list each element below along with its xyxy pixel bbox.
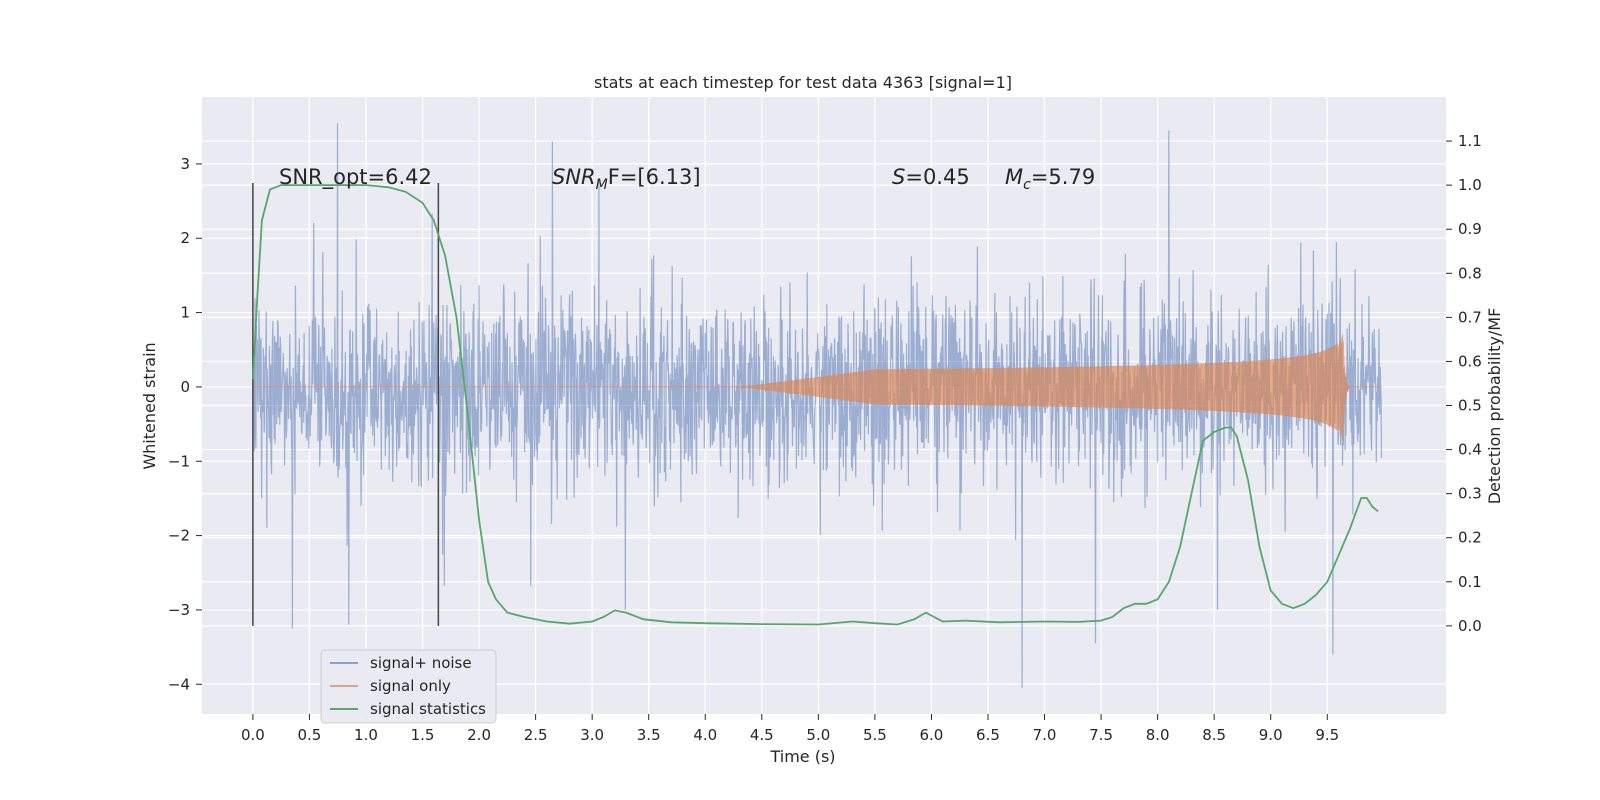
y-tick-label: −3	[168, 601, 190, 619]
y2-tick-label: 0.0	[1458, 617, 1482, 635]
x-tick-label: 2.5	[524, 726, 548, 744]
y-tick-label: 1	[180, 304, 190, 322]
x-tick-label: 6.5	[976, 726, 1000, 744]
y2-tick-label: 1.1	[1458, 132, 1482, 150]
annotation-snr-opt: SNR_opt=6.42	[279, 165, 432, 190]
legend: signal+ noise signal only signal statist…	[320, 649, 497, 724]
annotation-s: S=0.45	[892, 165, 970, 189]
signal-only-series	[252, 334, 1382, 441]
y2-tick-label: 0.6	[1458, 352, 1482, 370]
legend-box	[320, 649, 497, 724]
y2-axis-label: Detection probability/MF	[1485, 308, 1504, 505]
y-tick-label: 2	[180, 229, 190, 247]
annotation-mc: Mc=5.79	[1005, 165, 1095, 193]
segment-markers	[252, 182, 440, 626]
y2-tick-label: 0.9	[1458, 220, 1482, 238]
signal-only-line	[252, 334, 1382, 441]
x-tick-label: 8.5	[1202, 726, 1226, 744]
x-tick-label: 9.0	[1259, 726, 1283, 744]
x-tick-label: 5.5	[863, 726, 887, 744]
y2-tick-label: 0.3	[1458, 485, 1482, 503]
x-axis: 0.0 0.5 1.0 1.5 2.0 2.5 3.0 3.5 4.0 4.5 5.0 5.5 6.0 6…	[241, 714, 1339, 744]
legend-label-signal-statistics: signal statistics	[370, 700, 486, 718]
y2-tick-label: 0.1	[1458, 573, 1482, 591]
legend-label-signal-only: signal only	[370, 677, 451, 695]
x-tick-label: 1.5	[411, 726, 435, 744]
x-tick-label: 8.0	[1146, 726, 1170, 744]
x-tick-label: 5.0	[806, 726, 830, 744]
y2-tick-label: 1.0	[1458, 176, 1482, 194]
x-tick-label: 3.5	[637, 726, 661, 744]
x-tick-label: 7.0	[1033, 726, 1057, 744]
y-tick-label: −4	[168, 675, 190, 693]
annotation-snr-mf: SNRMF=[6.13]	[552, 165, 701, 193]
y2-tick-label: 0.2	[1458, 529, 1482, 547]
y-tick-label: 3	[180, 155, 190, 173]
y2-tick-label: 0.4	[1458, 441, 1482, 459]
x-tick-label: 0.0	[241, 726, 265, 744]
signal-statistics-series	[252, 184, 1379, 626]
x-tick-label: 4.5	[750, 726, 774, 744]
y-axis-left: 3 2 1 0 −1 −2 −3 −4	[168, 155, 202, 693]
x-tick-label: 0.5	[298, 726, 322, 744]
x-tick-label: 2.0	[467, 726, 491, 744]
x-tick-label: 3.0	[580, 726, 604, 744]
x-tick-label: 7.5	[1089, 726, 1113, 744]
x-tick-label: 6.0	[920, 726, 944, 744]
y-tick-label: −1	[168, 452, 190, 470]
signal-statistics-line	[252, 184, 1379, 626]
x-axis-label: Time (s)	[769, 747, 835, 766]
y-tick-label: 0	[180, 378, 190, 396]
y-tick-label: −2	[168, 527, 190, 545]
legend-label-signal-noise: signal+ noise	[370, 654, 472, 672]
chart-title: stats at each timestep for test data 436…	[594, 73, 1012, 92]
x-tick-label: 9.5	[1315, 726, 1339, 744]
y-axis-right: 1.1 1.0 0.9 0.8 0.7 0.6 0.5 0.4 0.3 0.2 0.1 0.0	[1446, 132, 1482, 635]
x-tick-label: 1.0	[354, 726, 378, 744]
y2-tick-label: 0.7	[1458, 308, 1482, 326]
y2-tick-label: 0.5	[1458, 397, 1482, 415]
y-axis-label: Whitened strain	[140, 342, 159, 469]
x-tick-label: 4.0	[693, 726, 717, 744]
y2-tick-label: 0.8	[1458, 264, 1482, 282]
